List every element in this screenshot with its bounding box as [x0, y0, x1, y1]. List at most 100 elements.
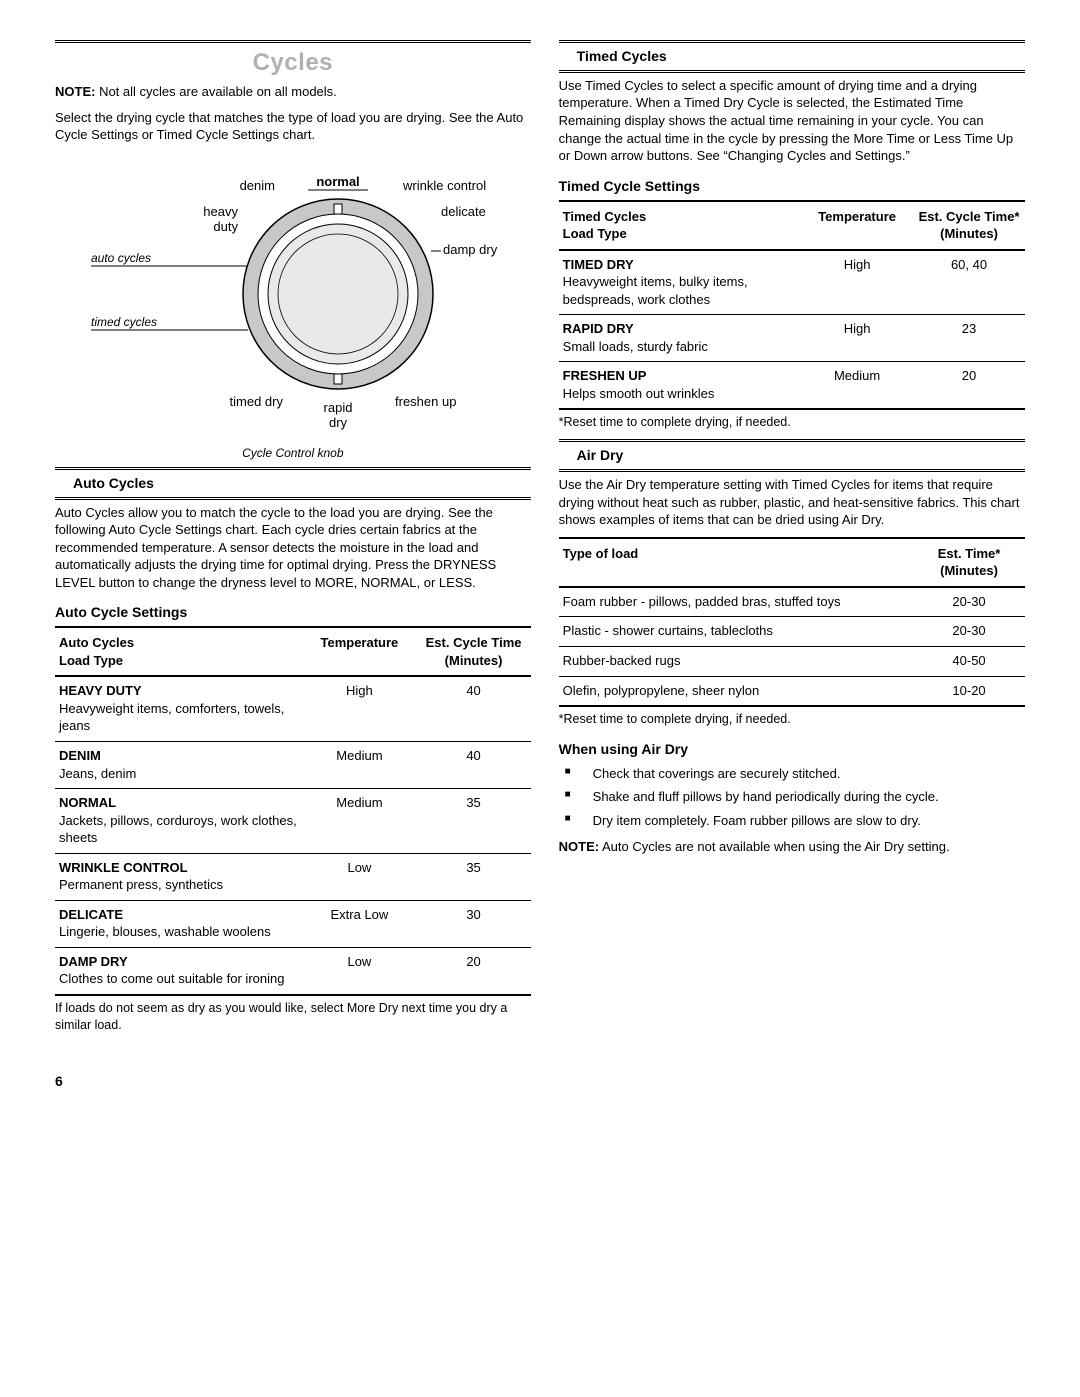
table-row: NORMALJackets, pillows, corduroys, work …	[55, 789, 531, 854]
th-text: Auto Cycles	[59, 635, 134, 650]
knob-lbl-rapid1: rapid	[323, 400, 352, 415]
knob-notch-top	[334, 204, 342, 214]
cell-temp: High	[801, 315, 913, 362]
cell-time: 20	[416, 947, 530, 995]
cell-time: 30	[416, 900, 530, 947]
note-text: Auto Cycles are not available when using…	[599, 839, 949, 854]
cell-time: 60, 40	[913, 250, 1025, 315]
th-loadtype: Timed Cycles Load Type	[559, 201, 801, 250]
note-label: NOTE:	[559, 839, 599, 854]
table-row: HEAVY DUTYHeavyweight items, comforters,…	[55, 676, 531, 741]
th-text: Load Type	[563, 226, 627, 241]
cell-temp: High	[302, 676, 416, 741]
cell-time: 20	[913, 362, 1025, 410]
cell-time: 23	[913, 315, 1025, 362]
right-column: Timed Cycles Use Timed Cycles to select …	[559, 40, 1025, 1042]
th-text: Est. Cycle Time*	[919, 209, 1020, 224]
th-text: Est. Cycle Time	[426, 635, 522, 650]
cell-load: DELICATELingerie, blouses, washable wool…	[55, 900, 302, 947]
th-text: (Minutes)	[940, 226, 998, 241]
table-row: DENIMJeans, denimMedium40	[55, 742, 531, 789]
knob-lbl-denim: denim	[239, 178, 274, 193]
cell-load: HEAVY DUTYHeavyweight items, comforters,…	[55, 676, 302, 741]
auto-cycle-table: Auto Cycles Load Type Temperature Est. C…	[55, 626, 531, 996]
airdry-table: Type of load Est. Time* (Minutes) Foam r…	[559, 537, 1025, 707]
table-row: FRESHEN UPHelps smooth out wrinklesMediu…	[559, 362, 1025, 410]
timed-footnote: *Reset time to complete drying, if neede…	[559, 414, 1025, 431]
knob-auto-label: auto cycles	[91, 251, 151, 265]
cell-temp: High	[801, 250, 913, 315]
knob-lbl-timeddry: timed dry	[229, 394, 283, 409]
knob-lbl-freshen: freshen up	[395, 394, 456, 409]
cell-time: 20-30	[913, 617, 1025, 647]
closing-note: NOTE: Auto Cycles are not available when…	[559, 838, 1025, 856]
cell-temp: Medium	[801, 362, 913, 410]
cell-type: Rubber-backed rugs	[559, 647, 913, 677]
th-text: (Minutes)	[445, 653, 503, 668]
table-row: Rubber-backed rugs40-50	[559, 647, 1025, 677]
cell-temp: Medium	[302, 742, 416, 789]
cell-load: DENIMJeans, denim	[55, 742, 302, 789]
timed-cycle-table: Timed Cycles Load Type Temperature Est. …	[559, 200, 1025, 411]
airdry-title: Air Dry	[559, 442, 1025, 469]
table-row: DELICATELingerie, blouses, washable wool…	[55, 900, 531, 947]
cell-load: RAPID DRYSmall loads, sturdy fabric	[559, 315, 801, 362]
timed-settings-title: Timed Cycle Settings	[559, 177, 1025, 196]
auto-settings-title: Auto Cycle Settings	[55, 603, 531, 622]
knob-diagram: auto cycles timed cycles normal denim wr…	[55, 154, 531, 461]
cell-temp: Extra Low	[302, 900, 416, 947]
table-row: Plastic - shower curtains, tablecloths20…	[559, 617, 1025, 647]
cell-time: 40	[416, 742, 530, 789]
auto-cycles-title: Auto Cycles	[55, 470, 531, 497]
timed-cycles-title: Timed Cycles	[559, 43, 1025, 70]
knob-lbl-heavy1: heavy	[203, 204, 238, 219]
note-line: NOTE: Not all cycles are available on al…	[55, 83, 531, 101]
th-text: Timed Cycles	[563, 209, 647, 224]
th-time: Est. Time* (Minutes)	[913, 538, 1025, 587]
page-number: 6	[55, 1072, 1025, 1091]
th-time: Est. Cycle Time (Minutes)	[416, 627, 530, 676]
cycles-heading: Cycles	[55, 47, 531, 79]
table-header-row: Timed Cycles Load Type Temperature Est. …	[559, 201, 1025, 250]
th-text: (Minutes)	[940, 563, 998, 578]
knob-lbl-rapid2: dry	[329, 415, 348, 430]
cell-temp: Low	[302, 947, 416, 995]
rule	[55, 40, 531, 43]
th-type: Type of load	[559, 538, 913, 587]
note-label: NOTE:	[55, 84, 95, 99]
knob-lbl-wrinkle: wrinkle control	[402, 178, 486, 193]
left-column: Cycles NOTE: Not all cycles are availabl…	[55, 40, 531, 1042]
knob-lbl-delicate: delicate	[441, 204, 486, 219]
page-columns: Cycles NOTE: Not all cycles are availabl…	[55, 40, 1025, 1042]
cell-type: Olefin, polypropylene, sheer nylon	[559, 676, 913, 706]
table-header-row: Type of load Est. Time* (Minutes)	[559, 538, 1025, 587]
rule	[559, 469, 1025, 472]
knob-notch-bottom	[334, 374, 342, 384]
table-header-row: Auto Cycles Load Type Temperature Est. C…	[55, 627, 531, 676]
th-text: Load Type	[59, 653, 123, 668]
auto-intro: Auto Cycles allow you to match the cycle…	[55, 504, 531, 592]
auto-footer: If loads do not seem as dry as you would…	[55, 1000, 531, 1034]
list-item: Check that coverings are securely stitch…	[559, 765, 1025, 783]
cell-load: WRINKLE CONTROLPermanent press, syntheti…	[55, 853, 302, 900]
rule	[559, 70, 1025, 73]
cell-time: 35	[416, 853, 530, 900]
th-text: Est. Time*	[938, 546, 1001, 561]
th-loadtype: Auto Cycles Load Type	[55, 627, 302, 676]
cell-load: NORMALJackets, pillows, corduroys, work …	[55, 789, 302, 854]
list-item: Dry item completely. Foam rubber pillows…	[559, 812, 1025, 830]
when-using-title: When using Air Dry	[559, 740, 1025, 759]
cell-temp: Low	[302, 853, 416, 900]
cell-type: Foam rubber - pillows, padded bras, stuf…	[559, 587, 913, 617]
airdry-intro: Use the Air Dry temperature setting with…	[559, 476, 1025, 529]
cell-load: TIMED DRYHeavyweight items, bulky items,…	[559, 250, 801, 315]
cell-time: 40-50	[913, 647, 1025, 677]
cell-load: DAMP DRYClothes to come out suitable for…	[55, 947, 302, 995]
knob-lbl-heavy2: duty	[213, 219, 238, 234]
knob-timed-label: timed cycles	[91, 315, 157, 329]
th-temp: Temperature	[801, 201, 913, 250]
table-row: Foam rubber - pillows, padded bras, stuf…	[559, 587, 1025, 617]
note-text: Not all cycles are available on all mode…	[95, 84, 336, 99]
knob-caption: Cycle Control knob	[55, 445, 531, 461]
airdry-bullets: Check that coverings are securely stitch…	[559, 765, 1025, 830]
